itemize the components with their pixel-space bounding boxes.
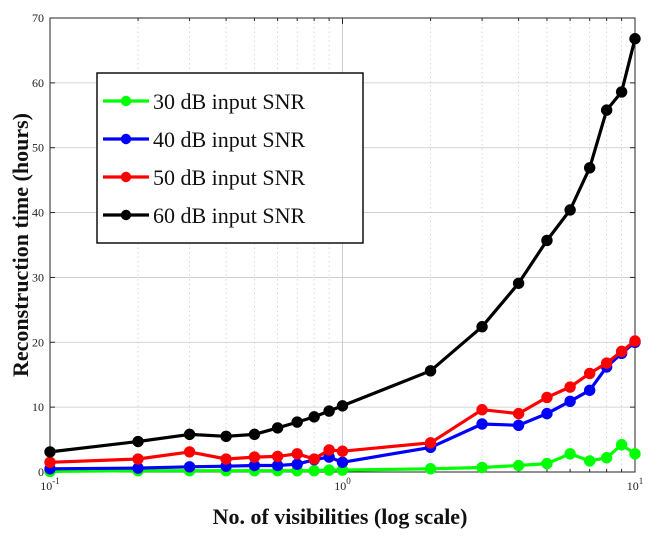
y-tick-label: 60 (32, 76, 44, 90)
data-point (615, 345, 628, 358)
data-point (424, 437, 437, 449)
legend-item: 60 dB input SNR (103, 203, 306, 228)
series-group (44, 33, 641, 478)
y-tick-label: 70 (32, 11, 44, 25)
data-point (476, 321, 488, 333)
data-point (336, 445, 349, 457)
legend-swatch-marker (120, 209, 132, 221)
data-point (476, 418, 488, 430)
x-tick-base: 10 (40, 479, 52, 493)
data-point (308, 453, 320, 465)
y-tick-label: 30 (32, 270, 44, 284)
legend-label: 60 dB input SNR (153, 203, 306, 228)
data-point (271, 450, 284, 463)
data-point (220, 453, 232, 465)
x-tick-exponent: 1 (639, 476, 644, 486)
data-point (323, 464, 335, 476)
legend-swatch-marker (120, 133, 132, 145)
data-point (44, 456, 56, 468)
data-point (291, 458, 303, 470)
data-point (336, 456, 349, 468)
data-point (629, 33, 641, 45)
legend-item: 30 dB input SNR (103, 89, 306, 114)
data-point (132, 453, 144, 465)
legend-item: 40 dB input SNR (103, 127, 306, 152)
data-point (424, 463, 437, 475)
data-point (248, 428, 261, 441)
data-point (476, 461, 488, 474)
legend: 30 dB input SNR 40 dB input SNR 50 dB inpu… (96, 72, 364, 244)
data-point (323, 405, 335, 417)
data-point (512, 419, 525, 432)
data-point (476, 404, 488, 416)
y-tick-label: 10 (32, 400, 44, 414)
x-tick-base: 10 (334, 479, 346, 493)
x-tick-exponent: -1 (52, 476, 60, 486)
data-point (512, 277, 525, 289)
data-point (541, 457, 553, 470)
x-tick-label: 101 (627, 476, 644, 493)
data-point (248, 451, 261, 463)
data-point (512, 459, 525, 472)
data-point (220, 430, 232, 443)
data-point (308, 465, 320, 477)
legend-label: 30 dB input SNR (153, 89, 306, 114)
legend-swatch-marker (120, 95, 132, 107)
data-point (183, 461, 196, 473)
legend-swatch-marker (120, 171, 132, 183)
data-point (424, 365, 437, 377)
y-tick-label: 20 (32, 335, 44, 349)
data-point (541, 391, 553, 404)
data-point (541, 407, 553, 420)
data-point (564, 204, 576, 216)
data-point (44, 446, 56, 458)
y-tick-label: 50 (32, 141, 44, 155)
data-point (583, 367, 596, 380)
x-tick-exponent: 0 (346, 476, 351, 486)
y-axis-title: Reconstruction time (hours) (8, 113, 33, 377)
data-point (600, 104, 613, 116)
data-point (615, 439, 628, 451)
data-point (323, 444, 335, 456)
data-point (583, 384, 596, 396)
x-tick-label: 10-1 (40, 476, 60, 493)
data-point (564, 381, 576, 393)
y-tick-label: 0 (38, 465, 44, 479)
series-4 (44, 33, 641, 458)
data-point (291, 448, 303, 460)
data-point (183, 428, 196, 441)
data-point (583, 455, 596, 467)
x-axis-title: No. of visibilities (log scale) (213, 504, 468, 529)
legend-label: 50 dB input SNR (153, 165, 306, 190)
data-point (629, 335, 641, 347)
data-point (132, 435, 144, 448)
data-point (291, 416, 303, 428)
data-point (336, 400, 349, 412)
data-point (564, 448, 576, 460)
data-point (629, 448, 641, 460)
data-point (600, 452, 613, 464)
series-3 (44, 335, 641, 468)
data-point (583, 162, 596, 174)
data-point (541, 234, 553, 247)
data-point (271, 422, 284, 434)
data-point (512, 407, 525, 420)
legend-label: 40 dB input SNR (153, 127, 306, 152)
legend-item: 50 dB input SNR (103, 165, 306, 190)
data-point (564, 395, 576, 408)
data-point (308, 411, 320, 423)
data-point (183, 446, 196, 458)
data-point (615, 86, 628, 98)
data-point (600, 357, 613, 369)
y-tick-label: 40 (32, 206, 44, 220)
x-tick-base: 10 (627, 479, 639, 493)
x-tick-label: 100 (334, 476, 351, 493)
